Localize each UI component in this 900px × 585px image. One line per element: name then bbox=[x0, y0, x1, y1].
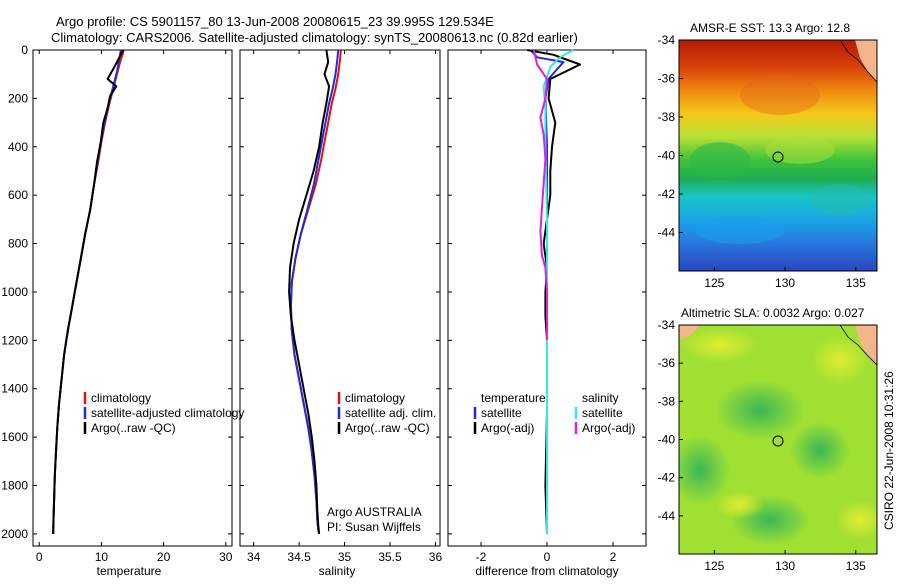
x-tick-label: 10 bbox=[95, 550, 109, 564]
sla-map-title: Altimetric SLA: 0.0032 Argo: 0.027 bbox=[681, 306, 865, 320]
series-climatology bbox=[289, 49, 342, 535]
map-y-tick-label: -42 bbox=[658, 187, 676, 201]
series-satellite bbox=[52, 49, 122, 534]
figure-title-line2: Climatology: CARS2006. Satellite-adjuste… bbox=[51, 30, 578, 45]
series-sal-argo bbox=[532, 49, 548, 341]
legend-label-argo: Argo(..raw -QC) bbox=[91, 421, 176, 435]
sst-map-title: AMSR-E SST: 13.3 Argo: 12.8 bbox=[690, 21, 850, 35]
map-x-tick-label: 130 bbox=[775, 276, 795, 290]
legend-label-sal-satellite: satellite bbox=[582, 406, 623, 420]
x-tick-label: 30 bbox=[219, 550, 233, 564]
legend-label-satellite: satellite-adjusted climatology bbox=[91, 406, 244, 420]
credit-pi: PI: Susan Wijffels bbox=[327, 520, 421, 534]
x-tick-label: 34.5 bbox=[287, 550, 311, 564]
x-tick-label: 36 bbox=[429, 550, 443, 564]
x-tick-label: -2 bbox=[476, 550, 487, 564]
figure-title-line1: Argo profile: CS 5901157_80 13-Jun-2008 … bbox=[56, 14, 494, 29]
series-satellite bbox=[289, 49, 340, 535]
y-tick-label: 200 bbox=[8, 91, 28, 105]
profile-lines bbox=[52, 49, 581, 535]
difference-legend: temperature satellite Argo(-adj) salinit… bbox=[473, 391, 635, 435]
legend-heading-temperature: temperature bbox=[481, 391, 546, 405]
map-y-tick-label: -36 bbox=[658, 356, 676, 370]
y-tick-label: 1400 bbox=[1, 382, 28, 396]
series-argo bbox=[52, 49, 125, 534]
y-tick-label: 1000 bbox=[1, 285, 28, 299]
x-tick-label: 2 bbox=[610, 550, 617, 564]
x-tick-label: 35.5 bbox=[378, 550, 402, 564]
map-y-tick-label: -44 bbox=[658, 226, 676, 240]
x-tick-label: 34 bbox=[247, 550, 261, 564]
x-tick-label: 0 bbox=[544, 550, 551, 564]
legend-label-temp-satellite: satellite bbox=[481, 406, 522, 420]
map-y-tick-label: -36 bbox=[658, 72, 676, 86]
y-tick-label: 0 bbox=[21, 43, 28, 57]
series-sal-satellite bbox=[542, 49, 574, 534]
y-tick-label: 800 bbox=[8, 237, 28, 251]
sst-argo-marker bbox=[772, 151, 784, 163]
series-argo bbox=[288, 49, 331, 534]
map-y-tick-label: -40 bbox=[658, 149, 676, 163]
x-tick-label: 20 bbox=[157, 550, 171, 564]
map-y-tick-label: -38 bbox=[658, 110, 676, 124]
temperature-axes bbox=[32, 49, 233, 547]
sla-map-image bbox=[679, 325, 877, 554]
legend-label-sal-argo: Argo(-adj) bbox=[582, 421, 635, 435]
salinity-axes bbox=[239, 49, 441, 547]
temperature-legend: climatology satellite-adjusted climatolo… bbox=[83, 391, 244, 435]
map-x-tick-label: 135 bbox=[846, 276, 866, 290]
timestamp-stamp: CSIRO 22-Jun-2008 10:31:26 bbox=[882, 371, 896, 530]
y-tick-label: 1800 bbox=[1, 479, 28, 493]
y-tick-label: 2000 bbox=[1, 527, 28, 541]
y-tick-label: 600 bbox=[8, 188, 28, 202]
x-tick-label: 0 bbox=[36, 550, 43, 564]
map-x-tick-label: 125 bbox=[704, 276, 724, 290]
map-y-tick-label: -42 bbox=[658, 471, 676, 485]
salinity-xlabel: salinity bbox=[319, 564, 356, 578]
legend-heading-salinity: salinity bbox=[582, 391, 619, 405]
y-tick-label: 1200 bbox=[1, 333, 28, 347]
y-tick-label: 400 bbox=[8, 140, 28, 154]
map-ticks: 125 130 135 -34 -36 -38 -40 -42 -44 125 130 135 -34 -… bbox=[658, 33, 866, 573]
map-x-tick-label: 135 bbox=[846, 559, 866, 573]
map-y-tick-label: -34 bbox=[658, 318, 676, 332]
legend-label-satellite: satellite adj. clim. bbox=[345, 406, 436, 420]
legend-label-temp-argo: Argo(-adj) bbox=[481, 421, 534, 435]
map-x-tick-label: 125 bbox=[704, 559, 724, 573]
series-climatology bbox=[52, 49, 125, 534]
map-y-tick-label: -44 bbox=[658, 509, 676, 523]
difference-xlabel: difference from climatology bbox=[475, 564, 618, 578]
sst-map-image bbox=[679, 40, 877, 271]
sla-argo-marker bbox=[772, 435, 784, 447]
legend-label-climatology: climatology bbox=[345, 391, 405, 405]
series-temp-argo bbox=[527, 49, 581, 534]
temperature-xlabel: temperature bbox=[97, 564, 162, 578]
map-y-tick-label: -40 bbox=[658, 433, 676, 447]
x-tick-label: 35 bbox=[338, 550, 352, 564]
y-tick-label: 1600 bbox=[1, 430, 28, 444]
map-y-tick-label: -34 bbox=[658, 33, 676, 47]
map-x-tick-label: 130 bbox=[775, 559, 795, 573]
legend-label-climatology: climatology bbox=[91, 391, 151, 405]
legend-label-argo: Argo(..raw -QC) bbox=[345, 421, 430, 435]
credit-agency: Argo AUSTRALIA bbox=[327, 505, 422, 519]
salinity-legend: climatology satellite adj. clim. Argo(..… bbox=[337, 391, 436, 435]
map-y-tick-label: -38 bbox=[658, 394, 676, 408]
